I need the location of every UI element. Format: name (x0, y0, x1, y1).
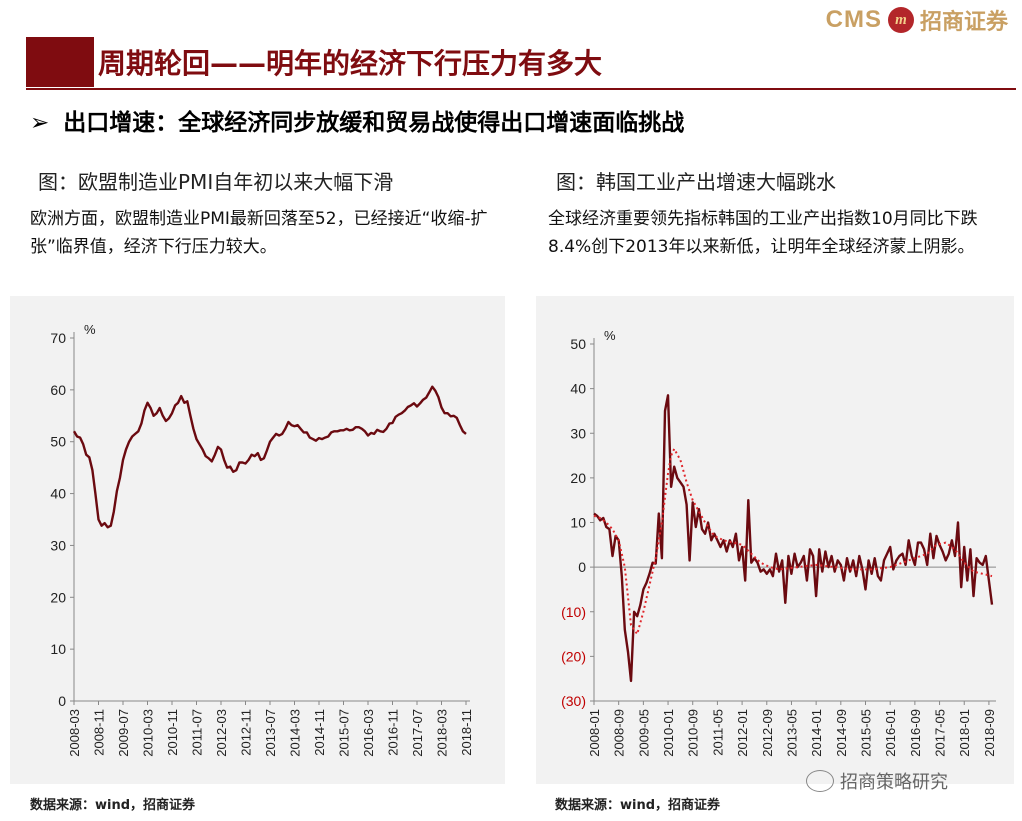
watermark-text: 招商策略研究 (840, 772, 948, 793)
right-chart-panel: % (30) (20) (10) 0 10 20 30 40 50 2008-01 2008-09 20… (536, 296, 1014, 784)
brand-logo: CMS m 招商证券 (826, 4, 1008, 36)
x-tick-label: 2018-09 (982, 709, 997, 757)
x-tick-label: 2012-01 (735, 709, 750, 757)
right-source: 数据来源：wind，招商证券 (555, 798, 721, 813)
data-line (593, 394, 994, 683)
x-tick-label: 2008-09 (612, 709, 627, 757)
watermark: 招商策略研究 (806, 768, 948, 794)
logo-text-en: CMS (825, 6, 882, 33)
x-tick-label: 2015-07 (337, 709, 352, 757)
bullet-arrow-icon: ➢ (30, 110, 50, 136)
x-tick-label: 2017-05 (933, 709, 948, 757)
x-tick-label: 2016-03 (361, 709, 376, 757)
bullet-text: 出口增速：全球经济同步放缓和贸易战使得出口增速面临挑战 (63, 110, 685, 136)
left-source: 数据来源：wind，招商证券 (30, 798, 196, 813)
y-unit-label: % (604, 328, 616, 343)
y-tick-label: 60 (50, 382, 66, 398)
x-tick-label: 2017-07 (410, 709, 425, 757)
title-accent-block (26, 37, 94, 87)
right-figure-title: 图：韩国工业产出增速大幅跳水 (556, 170, 836, 194)
left-chart-panel: % 0 10 20 30 40 50 60 70 2008-03 2008-11 2009-07 201… (10, 296, 505, 784)
x-tick-label: 2011-07 (189, 709, 204, 756)
y-unit-label: % (84, 322, 96, 337)
y-tick-label: 50 (50, 434, 66, 450)
y-tick-label: (10) (561, 604, 586, 620)
x-tick-label: 2008-11 (91, 709, 106, 756)
y-tick-label: 0 (578, 559, 586, 575)
y-tick-label: 20 (50, 589, 66, 605)
x-tick-label: 2016-01 (883, 709, 898, 757)
logo-badge-icon: m (887, 7, 914, 33)
y-tick-label: 10 (50, 641, 66, 657)
left-description: 欧洲方面，欧盟制造业PMI最新回落至52，已经接近“收缩-扩张”临界值，经济下行… (30, 209, 488, 257)
x-tick-label: 2014-09 (834, 709, 849, 757)
y-tick-label: 40 (570, 381, 586, 397)
x-tick-label: 2014-11 (312, 709, 327, 756)
y-tick-label: 30 (570, 425, 586, 441)
y-tick-label: 40 (50, 486, 66, 502)
x-tick-label: 2009-07 (116, 709, 131, 757)
x-tick-label: 2010-03 (140, 709, 155, 757)
x-tick-label: 2016-09 (908, 709, 923, 757)
x-tick-label: 2018-11 (459, 709, 474, 756)
x-tick-label: 2009-05 (636, 709, 651, 757)
x-tick-label: 2015-05 (859, 709, 874, 757)
left-figure-title: 图：欧盟制造业PMI自年初以来大幅下滑 (38, 170, 394, 194)
x-tick-label: 2008-01 (587, 709, 602, 757)
right-description: 全球经济重要领先指标韩国的工业产出指数10月同比下跌8.4%创下2013年以来新… (548, 209, 978, 257)
x-tick-label: 2012-11 (238, 709, 253, 756)
title-divider (26, 88, 1016, 90)
x-tick-label: 2018-03 (435, 709, 450, 757)
y-tick-label: 10 (570, 515, 586, 531)
korea-industrial-output-chart: % (30) (20) (10) 0 10 20 30 40 50 2008-01 2008-09 20… (561, 328, 997, 757)
x-tick-label: 2016-11 (386, 709, 401, 756)
y-tick-label: 50 (570, 336, 586, 352)
wechat-icon (806, 770, 834, 792)
section-bullet: ➢ 出口增速：全球经济同步放缓和贸易战使得出口增速面临挑战 (30, 103, 684, 137)
page-title: 周期轮回——明年的经济下行压力有多大 (98, 47, 603, 80)
x-tick-label: 2010-11 (165, 709, 180, 756)
y-tick-label: 0 (58, 693, 66, 709)
data-line (72, 385, 467, 529)
x-tick-label: 2012-09 (760, 709, 775, 757)
y-tick-label: (30) (561, 693, 586, 709)
x-tick-label: 2011-05 (710, 709, 725, 756)
x-tick-label: 2010-01 (661, 709, 676, 757)
y-tick-label: 30 (50, 537, 66, 553)
x-tick-label: 2012-03 (214, 709, 229, 757)
x-tick-label: 2013-05 (784, 709, 799, 757)
x-tick-label: 2008-03 (67, 709, 82, 757)
x-tick-label: 2018-01 (957, 709, 972, 757)
logo-text-cn: 招商证券 (919, 10, 1008, 35)
x-tick-label: 2013-07 (263, 709, 278, 757)
y-tick-label: 20 (570, 470, 586, 486)
y-tick-label: 70 (50, 330, 66, 346)
x-tick-label: 2010-09 (686, 709, 701, 757)
x-tick-label: 2014-03 (288, 709, 303, 757)
y-tick-label: (20) (561, 648, 586, 664)
eu-pmi-chart: % 0 10 20 30 40 50 60 70 2008-03 2008-11 2009-07 201… (50, 322, 474, 757)
x-tick-label: 2014-01 (809, 709, 824, 757)
